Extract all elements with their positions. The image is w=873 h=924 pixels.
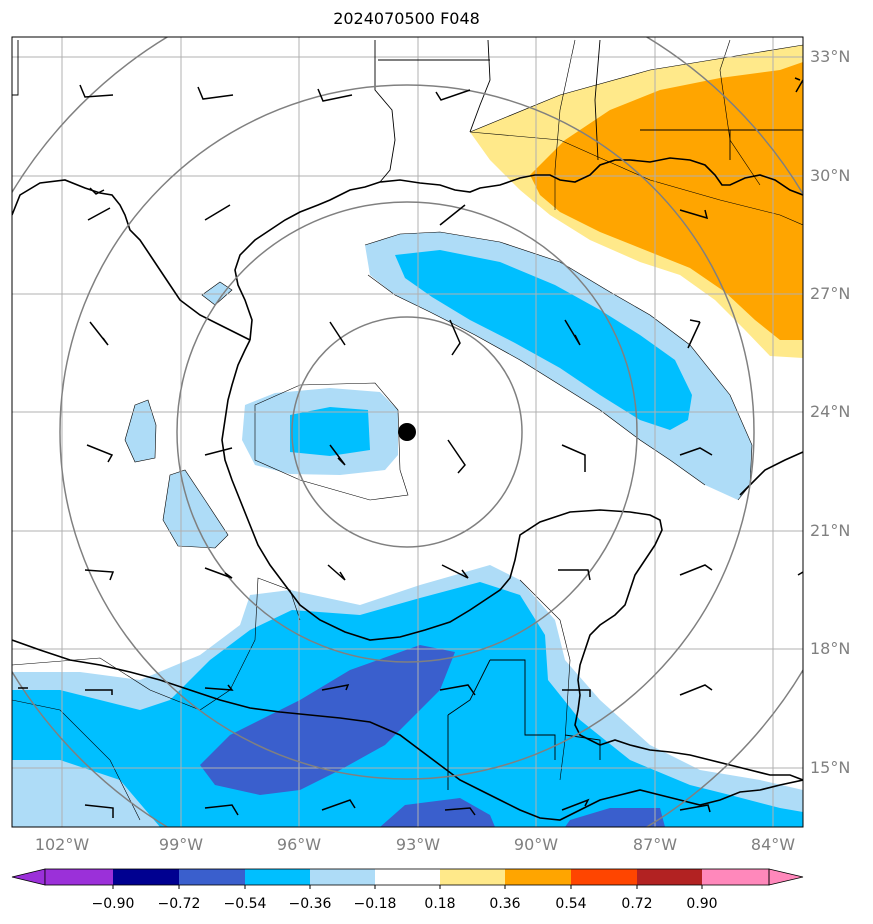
colorbar-bin xyxy=(310,869,375,885)
lon-label: 90°W xyxy=(514,835,558,854)
map-title: 2024070500 F048 xyxy=(333,9,480,28)
wind-barbs xyxy=(18,77,803,818)
colorbar-tick-label: −0.90 xyxy=(92,896,135,912)
colorbar-bin xyxy=(637,869,702,885)
negative-anomaly-band-mid xyxy=(395,250,692,430)
coastline xyxy=(12,157,803,821)
colorbar-bin xyxy=(375,869,440,885)
range-rings xyxy=(12,37,803,827)
lat-label: 21°N xyxy=(810,521,850,540)
lon-label: 99°W xyxy=(159,835,203,854)
lon-label: 102°W xyxy=(35,835,90,854)
lon-label: 93°W xyxy=(396,835,440,854)
colorbar-bin xyxy=(505,869,571,885)
colorbar-low-extend xyxy=(11,868,46,886)
negative-anomaly-west-mid xyxy=(290,407,370,456)
lat-label: 18°N xyxy=(810,639,850,658)
colorbar-tick-label: −0.54 xyxy=(224,896,267,912)
colorbar-bin xyxy=(179,869,245,885)
lon-label: 96°W xyxy=(277,835,321,854)
lat-label: 27°N xyxy=(810,284,850,303)
colorbar-high-extend xyxy=(768,868,804,886)
colorbar-tick-label: 0.18 xyxy=(424,896,455,912)
lon-label: 87°W xyxy=(633,835,677,854)
graticule xyxy=(12,37,803,827)
lat-label: 24°N xyxy=(810,402,850,421)
colorbar-tick-label: 0.54 xyxy=(555,896,586,912)
colorbar-bin xyxy=(45,869,113,885)
colorbar-bin xyxy=(702,869,769,885)
negative-anomaly-south-dark-b xyxy=(380,798,495,827)
colorbar-tick-label: −0.36 xyxy=(289,896,332,912)
colorbar-tick-label: 0.90 xyxy=(686,896,717,912)
colorbar-bin xyxy=(113,869,179,885)
lon-label: 84°W xyxy=(751,835,795,854)
negative-anomaly-south-dark xyxy=(200,645,455,795)
negative-anomaly-patch-a xyxy=(125,400,156,462)
lat-label: 33°N xyxy=(810,47,850,66)
colorbar-bin xyxy=(440,869,505,885)
colorbar-tick-label: 0.72 xyxy=(621,896,652,912)
center-marker xyxy=(398,423,416,441)
colorbar: −0.90 −0.72 −0.54 −0.36 −0.18 0.18 0.36 … xyxy=(11,868,804,912)
negative-anomaly-south-dark-c xyxy=(565,808,665,827)
colorbar-tick-label: 0.36 xyxy=(489,896,520,912)
colorbar-bin xyxy=(245,869,310,885)
negative-anomaly-patch-b xyxy=(163,470,228,548)
lat-label: 15°N xyxy=(810,758,850,777)
map-frame xyxy=(11,36,804,828)
lat-label: 30°N xyxy=(810,166,850,185)
colorbar-tick-label: −0.72 xyxy=(158,896,201,912)
colorbar-tick-label: −0.18 xyxy=(354,896,397,912)
colorbar-bin xyxy=(571,869,637,885)
boundaries xyxy=(12,39,803,790)
